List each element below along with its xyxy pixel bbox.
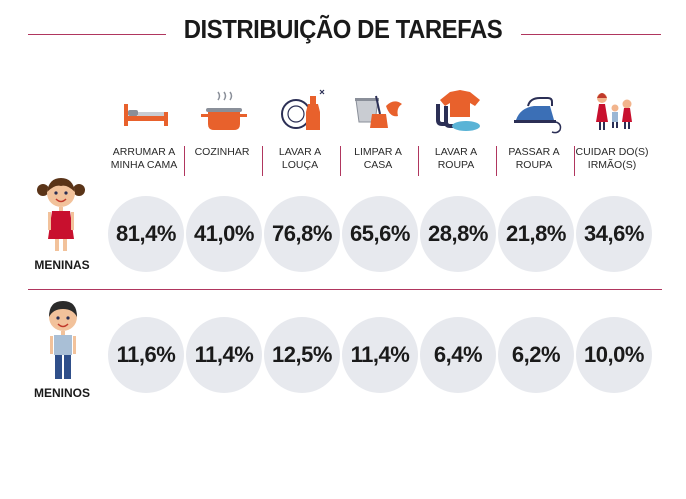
column-separator	[418, 146, 419, 176]
title-rule-right	[521, 34, 661, 35]
siblings-icon	[576, 86, 652, 138]
category-label: ARRUMAR A MINHA CAMA	[110, 146, 178, 171]
value-meninos-cuidar-irmaos: 10,0%	[576, 317, 652, 393]
row-label-meninos: MENINOS	[33, 386, 90, 400]
column-separator	[262, 146, 263, 176]
value-meninas-lavar-roupa: 28,8%	[420, 196, 496, 272]
column-separator	[496, 146, 497, 176]
boy-icon	[38, 300, 88, 387]
bed-icon	[108, 86, 184, 138]
value-meninos-passar-roupa: 6,2%	[498, 317, 574, 393]
girl-icon	[36, 176, 86, 259]
column-separator	[340, 146, 341, 176]
category-label: LAVAR A ROUPA	[434, 146, 478, 171]
dishes-icon	[264, 86, 340, 138]
category-label: CUIDAR DO(S) IRMÃO(S)	[575, 146, 649, 171]
value-meninas-cozinhar: 41,0%	[186, 196, 262, 272]
value-meninos-lavar-roupa: 6,4%	[420, 317, 496, 393]
column-separator	[574, 146, 575, 176]
value-meninos-limpar-casa: 11,4%	[342, 317, 418, 393]
value-meninas-cuidar-irmaos: 34,6%	[576, 196, 652, 272]
value-meninos-arrumar-cama: 11,6%	[108, 317, 184, 393]
column-separator	[184, 146, 185, 176]
iron-icon	[498, 86, 574, 138]
row-divider	[28, 289, 662, 290]
value-meninas-lavar-louca: 76,8%	[264, 196, 340, 272]
category-label: COZINHAR	[194, 146, 250, 158]
laundry-icon	[420, 86, 496, 138]
title-rule-left	[28, 34, 166, 35]
value-meninos-lavar-louca: 12,5%	[264, 317, 340, 393]
value-meninas-limpar-casa: 65,6%	[342, 196, 418, 272]
value-meninos-cozinhar: 11,4%	[186, 317, 262, 393]
value-meninas-passar-roupa: 21,8%	[498, 196, 574, 272]
row-label-meninas: MENINAS	[34, 258, 90, 272]
cleaning-supplies-icon	[342, 86, 418, 138]
category-label: PASSAR A ROUPA	[508, 146, 560, 171]
category-label: LAVAR A LOUÇA	[278, 146, 322, 171]
category-label: LIMPAR A CASA	[354, 146, 402, 171]
value-meninas-arrumar-cama: 81,4%	[108, 196, 184, 272]
cooking-pot-icon	[186, 86, 262, 138]
chart-title: DISTRIBUIÇÃO DE TAREFAS	[183, 14, 503, 44]
